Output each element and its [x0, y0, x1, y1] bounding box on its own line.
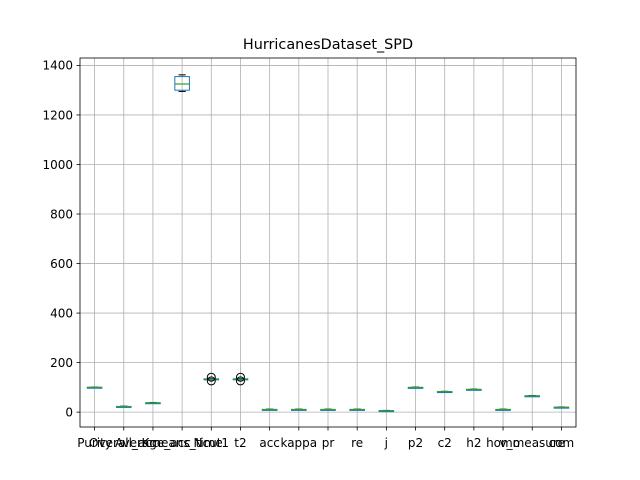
box-re — [349, 408, 365, 411]
y-tick-label: 1200 — [42, 108, 73, 122]
box-p2 — [407, 386, 424, 389]
x-tick-label: acc — [259, 436, 280, 450]
x-tick-label: Ncut1 — [194, 436, 230, 450]
x-tick-label: Kmeans_time — [141, 436, 222, 450]
x-tick-label: pr — [322, 436, 335, 450]
box-v_measure — [524, 395, 541, 398]
y-tick-label: 400 — [50, 306, 73, 320]
x-tick-label: Purity — [77, 436, 112, 450]
box-homo — [495, 408, 511, 411]
y-tick-label: 600 — [50, 257, 73, 271]
flier-point — [206, 372, 216, 382]
box-com — [553, 406, 570, 409]
grid-layer — [80, 58, 576, 427]
y-tick-label: 0 — [65, 405, 73, 419]
chart-title: HurricanesDataset_SPD — [243, 37, 413, 53]
box-acc — [261, 408, 278, 411]
box-Overall_acc — [115, 405, 132, 408]
box-pr — [320, 408, 336, 411]
x-tick-label: com — [549, 436, 575, 450]
axis-layer: 0 200 400 600 800 1000 1200 1400 PurityOverall_a… — [42, 57, 577, 450]
box-Ncut — [203, 372, 220, 386]
x-tick-label: v_measure — [500, 436, 565, 450]
x-tick-label: Average_acc — [115, 436, 191, 450]
x-tick-label: t2 — [234, 436, 246, 450]
box-Kmeans_time — [174, 74, 190, 92]
box-iqr — [174, 76, 190, 91]
y-tick-label: 800 — [50, 207, 73, 221]
x-tick-label: p2 — [408, 436, 423, 450]
x-tick-label: kappa — [280, 436, 317, 450]
flier-point — [206, 376, 216, 386]
x-tick-label: Overall_acc — [89, 436, 158, 450]
y-tick-label: 1000 — [42, 158, 73, 172]
box-h2 — [466, 388, 482, 391]
x-tick-label: c2 — [438, 436, 452, 450]
box-kappa — [291, 408, 307, 411]
box-Purity — [86, 386, 103, 389]
axes-frame — [79, 57, 577, 428]
y-tick-label: 200 — [50, 356, 73, 370]
x-tick-label: re — [351, 436, 363, 450]
box-t2 — [232, 372, 249, 386]
y-tick-label: 1400 — [42, 59, 73, 73]
box-layer — [86, 74, 570, 413]
flier-point — [235, 372, 245, 382]
box-c2 — [436, 390, 453, 394]
x-tick-label: j — [384, 436, 388, 450]
box-Average_acc — [145, 401, 161, 405]
flier-point — [235, 376, 245, 386]
x-tick-label: h2 — [466, 436, 481, 450]
x-tick-label: homo — [486, 436, 520, 450]
box-j — [378, 409, 395, 413]
